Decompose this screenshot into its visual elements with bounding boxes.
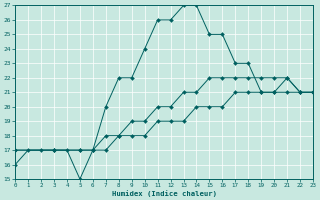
X-axis label: Humidex (Indice chaleur): Humidex (Indice chaleur) bbox=[112, 190, 217, 197]
